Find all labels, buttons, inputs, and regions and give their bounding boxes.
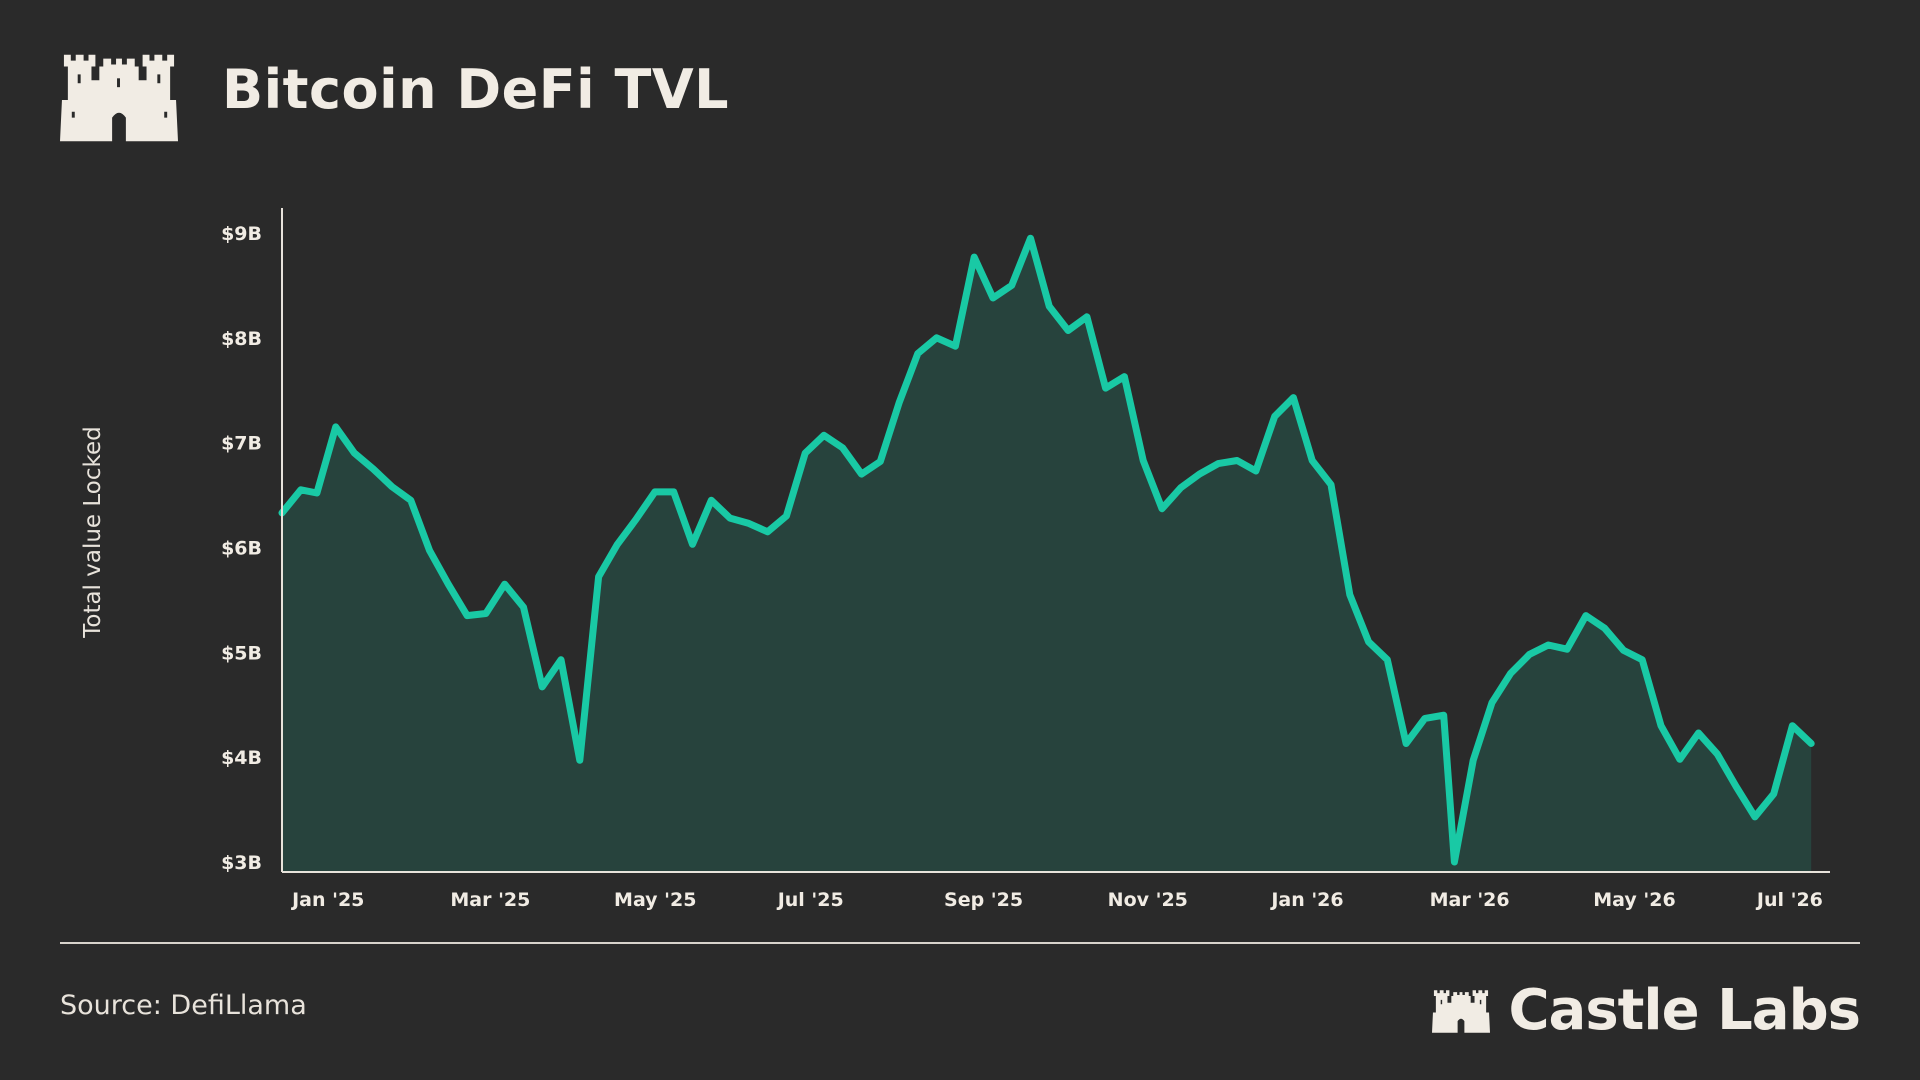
y-axis-label: Total value Locked xyxy=(80,426,106,638)
brand-name: Castle Labs xyxy=(1508,978,1861,1043)
y-tick-label: $5B xyxy=(221,642,262,664)
x-axis: Jan '25 Mar '25 May '25 Jul '25 Sep '25 Nov '… xyxy=(282,871,1830,911)
castle-icon xyxy=(1432,989,1491,1033)
x-tick-label: Jul '26 xyxy=(1755,889,1823,911)
x-tick-label: May '26 xyxy=(1593,889,1675,911)
y-axis: $3B $4B $5B $6B $7B $8B $9B xyxy=(221,208,283,874)
x-tick-label: Mar '25 xyxy=(450,889,530,911)
y-tick-label: $8B xyxy=(221,328,262,350)
y-tick-label: $6B xyxy=(221,537,262,559)
x-tick-label: Mar '26 xyxy=(1430,889,1510,911)
x-tick-label: Jul '25 xyxy=(776,889,844,911)
x-tick-label: May '25 xyxy=(614,889,696,911)
series-line xyxy=(278,234,1815,866)
area-fill xyxy=(282,238,1812,872)
y-tick-label: $7B xyxy=(221,433,262,455)
y-tick-label: $3B xyxy=(221,852,262,874)
x-tick-label: Jan '26 xyxy=(1269,889,1343,911)
plot-area xyxy=(278,234,1815,872)
footer-divider xyxy=(60,942,1860,944)
castle-icon xyxy=(60,54,178,142)
tvl-area-chart: $3B $4B $5B $6B $7B $8B $9B Jan '25 Mar '25 May … xyxy=(221,208,1830,911)
source-note: Source: DefiLlama xyxy=(60,990,307,1021)
page-title: Bitcoin DeFi TVL xyxy=(222,58,730,121)
x-tick-label: Sep '25 xyxy=(944,889,1023,911)
brand-lockup: Castle Labs xyxy=(1432,978,1861,1043)
y-tick-label: $4B xyxy=(221,747,262,769)
y-tick-label: $9B xyxy=(221,223,262,245)
x-tick-label: Jan '25 xyxy=(290,889,364,911)
x-tick-label: Nov '25 xyxy=(1108,889,1188,911)
